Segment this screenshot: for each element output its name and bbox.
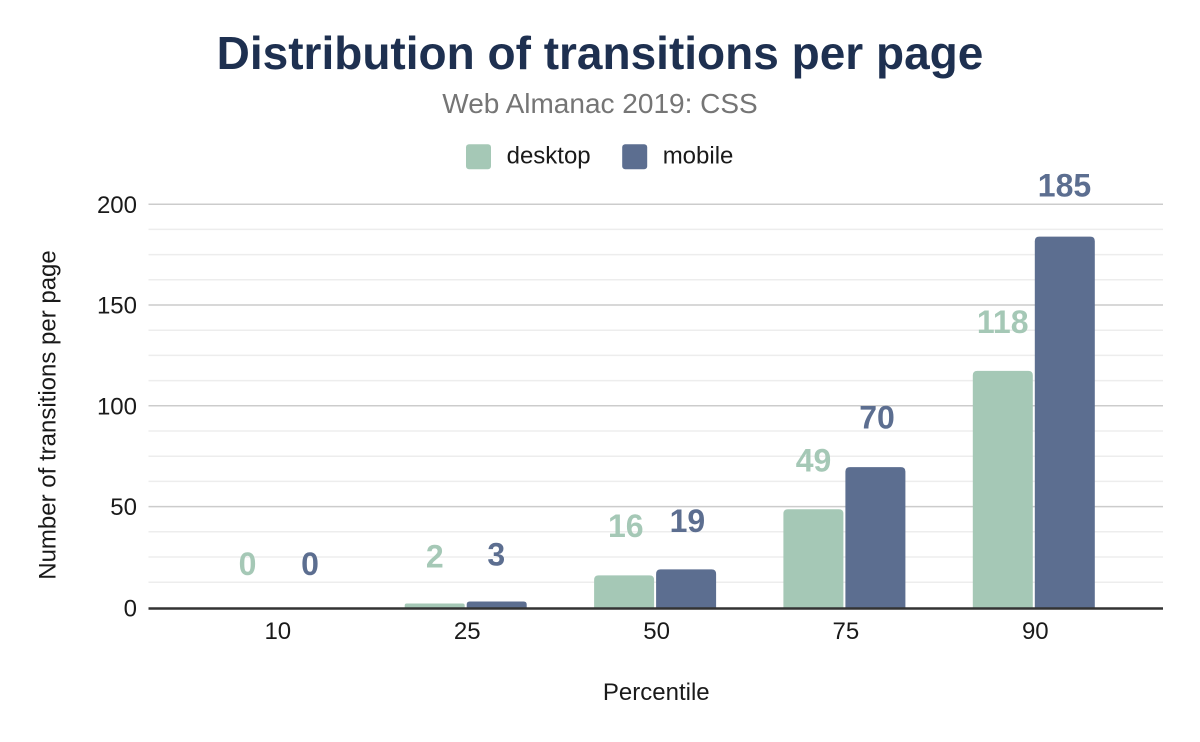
svg-text:Web Almanac 2019: CSS: Web Almanac 2019: CSS: [442, 88, 757, 119]
svg-text:0: 0: [124, 596, 137, 623]
svg-text:75: 75: [833, 618, 860, 645]
svg-text:mobile: mobile: [663, 143, 734, 170]
svg-text:185: 185: [1038, 168, 1091, 204]
svg-text:70: 70: [859, 400, 895, 436]
svg-text:2: 2: [426, 539, 444, 575]
svg-text:25: 25: [454, 618, 481, 645]
svg-text:50: 50: [643, 618, 670, 645]
svg-text:118: 118: [977, 304, 1029, 340]
svg-text:49: 49: [796, 443, 832, 479]
svg-text:0: 0: [301, 546, 319, 582]
svg-text:16: 16: [608, 508, 644, 544]
svg-text:19: 19: [670, 503, 706, 539]
svg-text:0: 0: [239, 546, 257, 582]
svg-text:Distribution of transitions pe: Distribution of transitions per page: [217, 27, 984, 79]
svg-text:100: 100: [97, 393, 137, 420]
svg-text:200: 200: [97, 192, 137, 219]
svg-text:Percentile: Percentile: [603, 679, 710, 706]
svg-text:90: 90: [1022, 618, 1049, 645]
svg-text:desktop: desktop: [507, 143, 591, 170]
svg-text:50: 50: [110, 494, 137, 521]
svg-text:3: 3: [487, 537, 505, 573]
svg-text:Number of transitions per page: Number of transitions per page: [35, 250, 62, 580]
svg-text:150: 150: [97, 293, 137, 320]
svg-text:10: 10: [264, 618, 291, 645]
